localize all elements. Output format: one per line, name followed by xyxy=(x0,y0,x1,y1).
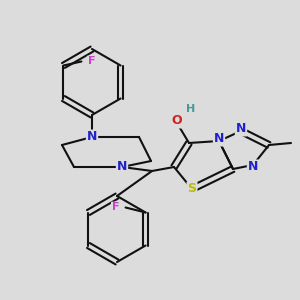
Text: N: N xyxy=(87,130,97,143)
Text: N: N xyxy=(236,122,246,136)
Text: F: F xyxy=(112,202,119,212)
Text: N: N xyxy=(214,133,224,146)
Text: H: H xyxy=(186,104,196,114)
Text: N: N xyxy=(117,160,127,173)
Text: O: O xyxy=(172,115,182,128)
Text: S: S xyxy=(188,182,196,196)
Text: F: F xyxy=(88,56,95,67)
Text: N: N xyxy=(248,160,258,173)
